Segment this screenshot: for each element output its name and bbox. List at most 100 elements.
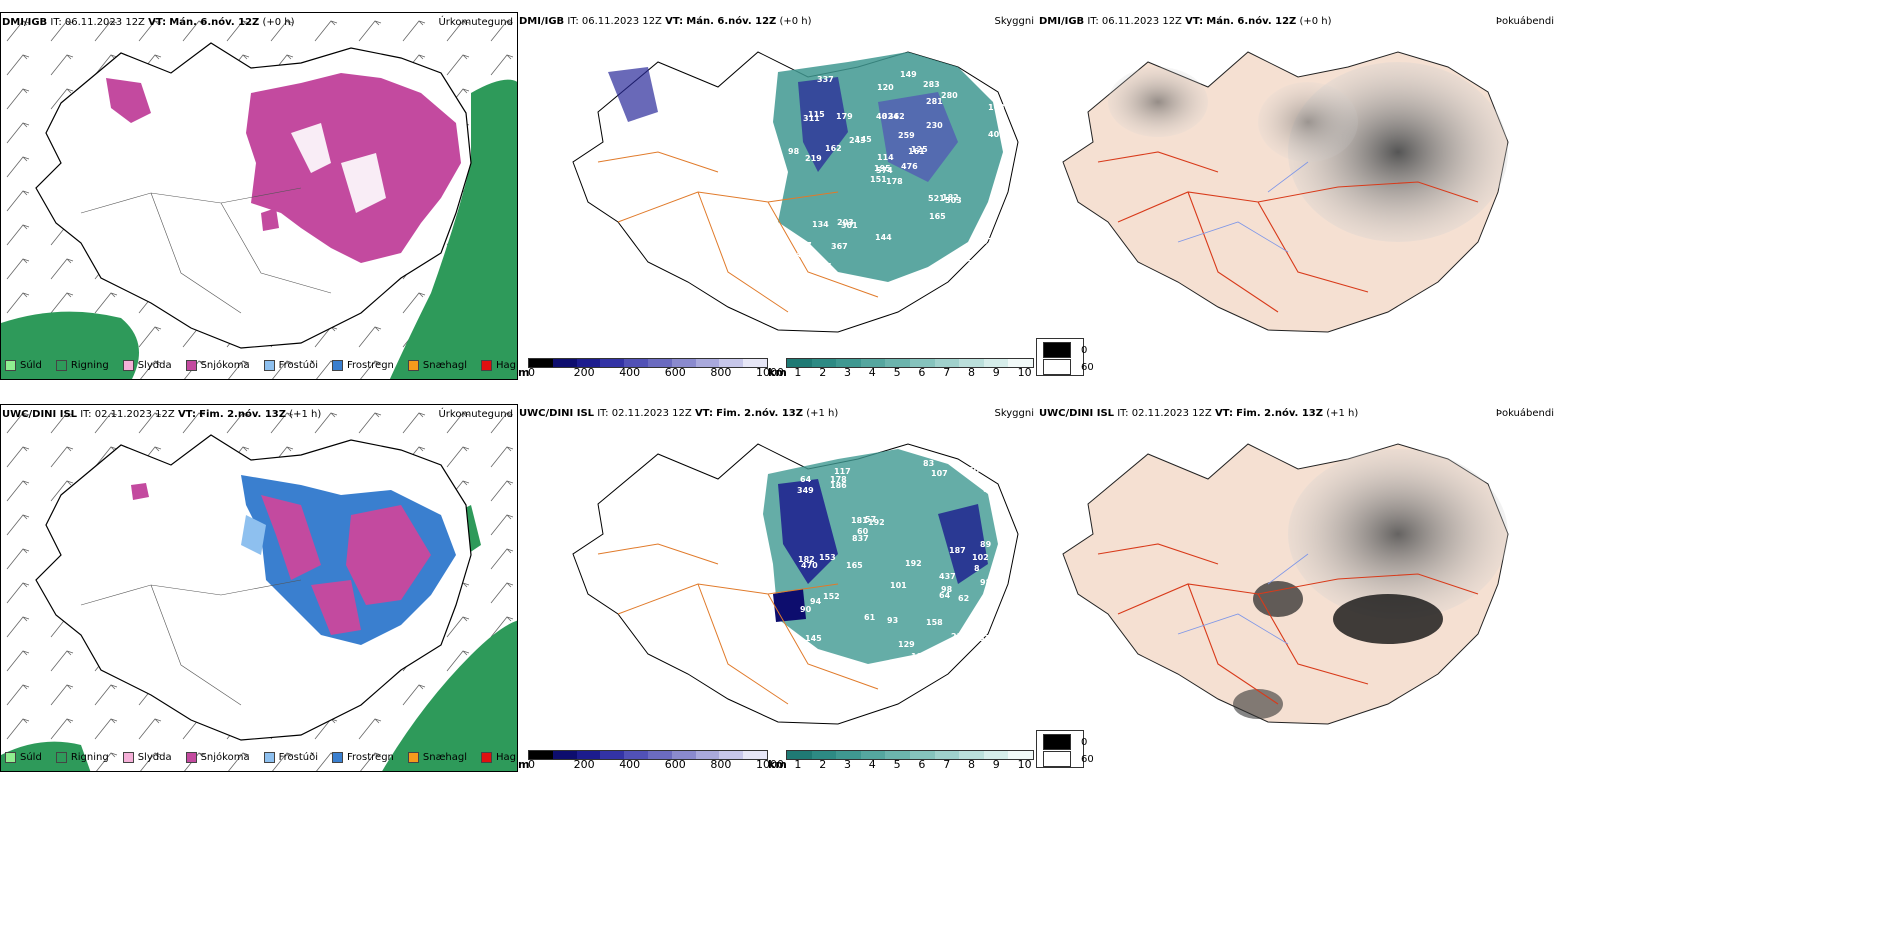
visibility-value-label: 186 xyxy=(830,481,847,490)
colorbar-segment xyxy=(624,751,648,759)
colorbar-segment xyxy=(860,359,886,367)
visibility-value-label: 64 xyxy=(939,591,951,600)
visibility-value-label: 98 xyxy=(788,147,800,156)
visibility-value-label: 182 xyxy=(911,652,928,661)
visibility-colorbar-row1 xyxy=(786,358,1034,368)
visibility-value-label: 152 xyxy=(823,592,840,601)
colorbar-tick-label: 6 xyxy=(918,366,926,379)
visibility-value-label: 120 xyxy=(877,83,894,92)
visibility-value-label: 324 xyxy=(882,112,899,121)
colorbar-segment xyxy=(885,751,910,759)
visibility-value-label: 984 xyxy=(980,578,997,587)
visibility-value-label: 283 xyxy=(923,80,940,89)
precip-title-row1: Úrkomutegund xyxy=(438,17,513,28)
visibility-value-label: 301 xyxy=(841,221,858,230)
visibility-value-label: 158 xyxy=(926,618,943,627)
colorbar-tick-label: 8 xyxy=(968,366,975,379)
legend-swatch xyxy=(5,752,16,763)
colorbar-segment xyxy=(600,751,625,759)
fog-map-row1 xyxy=(1062,51,1509,333)
visibility-value-label: 134 xyxy=(812,220,829,229)
colorbar-segment xyxy=(529,751,553,759)
colorbar-tick-label: 3 xyxy=(844,366,851,379)
visibility-value-label: 57 xyxy=(865,515,876,524)
ceiling-unit-row1: m xyxy=(518,366,530,379)
visibility-value-label: 192 xyxy=(905,559,922,568)
visibility-value-label: 94 xyxy=(810,597,822,606)
fog-title-row2: Þokuábendi xyxy=(1495,408,1554,419)
colorbar-segment xyxy=(811,359,837,367)
colorbar-segment xyxy=(860,751,886,759)
precip-map-row2 xyxy=(1,405,517,771)
colorbar-segment xyxy=(787,751,812,759)
legend-item: Frostúði xyxy=(263,752,318,763)
visibility-value-label: 469 xyxy=(796,250,813,259)
visibility-title-row2: Skyggni xyxy=(994,408,1034,419)
colorbar-segment xyxy=(909,359,935,367)
colorbar-segment xyxy=(959,751,984,759)
colorbar-segment xyxy=(909,751,935,759)
visibility-header-row2: UWC/DINI ISL IT: 02.11.2023 12Z VT: Fim.… xyxy=(519,408,839,419)
fog-legend-swatch xyxy=(1043,342,1071,358)
legend-item: Snæhagl xyxy=(407,752,467,763)
fog-legend-swatch xyxy=(1043,734,1071,750)
visibility-value-label: 51 xyxy=(979,634,991,643)
fog-legend-item: 0 xyxy=(1043,342,1087,358)
visibility-value-label: 115 xyxy=(808,110,825,119)
visibility-value-label: 145 xyxy=(805,634,822,643)
legend-swatch xyxy=(263,752,275,763)
fog-legend-swatch xyxy=(1043,751,1071,767)
colorbar-segment xyxy=(671,751,696,759)
legend-swatch xyxy=(407,752,419,763)
colorbar-tick-label: 1 xyxy=(794,366,802,379)
visibility-value-label: 83 xyxy=(923,459,934,468)
visibility-value-label: 162 xyxy=(825,144,842,153)
colorbar-segment xyxy=(647,359,672,367)
colorbar-segment xyxy=(743,359,767,367)
visibility-value-label: 61 xyxy=(864,613,876,622)
visibility-value-label: 102 xyxy=(972,553,989,562)
visibility-value-label: 60 xyxy=(857,527,869,536)
visibility-value-label: 40 xyxy=(876,112,888,121)
legend-item: Súld xyxy=(5,752,42,763)
legend-swatch xyxy=(481,752,493,763)
colorbar-tick-label: 2 xyxy=(819,366,827,379)
colorbar-tick-label: 10 xyxy=(1017,758,1032,771)
visibility-value-label: 195 xyxy=(874,164,891,173)
visibility-value-label: 503 xyxy=(945,196,962,205)
legend-swatch xyxy=(185,752,197,763)
visibility-value-label: 307 xyxy=(985,259,1002,268)
visibility-value-label: 231 xyxy=(951,632,968,641)
visibility-map-row1: 1783115741671613012833622814763373072191… xyxy=(572,51,1019,333)
rain-area-southwest xyxy=(1,311,139,379)
visibility-value-label: 114 xyxy=(877,153,894,162)
colorbar-segment xyxy=(1008,751,1033,759)
visibility-value-label: 165 xyxy=(846,561,863,570)
visibility-value-label: 90 xyxy=(800,605,812,614)
colorbar-segment xyxy=(836,751,861,759)
visibility-value-label: 153 xyxy=(819,553,836,562)
snow-area-northwest xyxy=(106,78,151,123)
visibility-value-label: 362 xyxy=(888,112,905,121)
visibility-value-label: 62 xyxy=(958,594,969,603)
colorbar-segment xyxy=(529,359,553,367)
visibility-value-label: 574 xyxy=(876,166,893,175)
visibility-value-label: 129 xyxy=(898,640,915,649)
colorbar-tick-label: 400 xyxy=(619,758,641,771)
visibility-value-label: 211 xyxy=(967,259,984,268)
colorbar-segment xyxy=(811,751,837,759)
colorbar-tick-label: 200 xyxy=(573,366,595,379)
colorbar-segment xyxy=(1008,359,1033,367)
visibility-value-label: 372 xyxy=(982,237,999,246)
colorbar-segment xyxy=(719,359,744,367)
legend-swatch xyxy=(122,752,134,763)
colorbar-tick-label: 0 xyxy=(528,366,535,379)
visibility-value-label: 83 xyxy=(983,485,994,494)
fog-legend-item: 0 xyxy=(1043,734,1087,750)
colorbar-tick-label: 3 xyxy=(844,758,851,771)
precip-map-row1 xyxy=(1,13,517,379)
precip-header-row2: UWC/DINI ISL IT: 02.11.2023 12Z VT: Fim.… xyxy=(2,409,322,420)
visibility-value-label: 125 xyxy=(911,145,928,154)
colorbar-tick-label: 600 xyxy=(664,366,686,379)
visibility-value-label: 437 xyxy=(939,572,956,581)
